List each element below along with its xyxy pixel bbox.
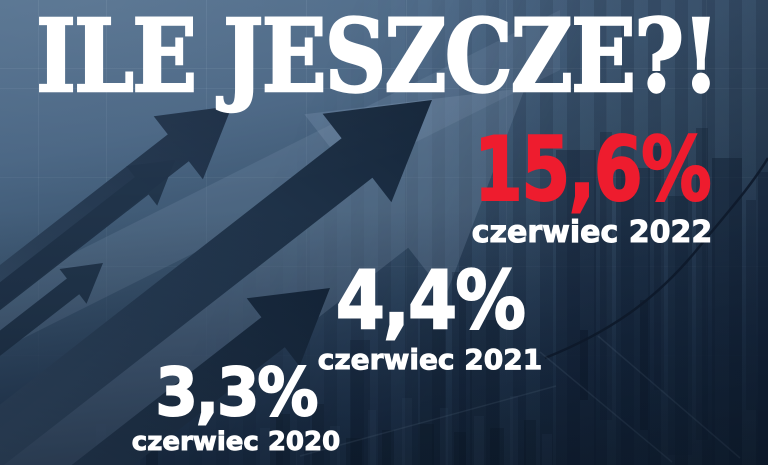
light-band <box>0 10 560 350</box>
building-bars <box>350 272 500 465</box>
stat-june-2021: 4,4% czerwiec 2021 <box>317 254 543 376</box>
stat-june-2021-label: czerwiec 2021 <box>317 343 543 376</box>
up-arrow-icon <box>0 263 103 356</box>
up-arrow-icon <box>0 160 175 311</box>
stat-june-2022-label: czerwiec 2022 <box>471 215 713 250</box>
candlestick-bars-icon <box>556 128 768 465</box>
stat-june-2020-label: czerwiec 2020 <box>131 427 341 457</box>
stat-june-2022-value: 15,6% <box>473 118 712 221</box>
up-arrow-icon <box>0 100 432 465</box>
stat-june-2021-value: 4,4% <box>335 254 527 347</box>
headline: ILE JESZCZE?! <box>35 0 721 115</box>
diagonal-lines <box>299 335 741 463</box>
stat-june-2022: 15,6% czerwiec 2022 <box>444 118 739 250</box>
stat-june-2020-value: 3,3% <box>155 354 320 431</box>
trend-curve-icon <box>544 157 768 360</box>
up-arrow-icon <box>71 288 330 465</box>
stat-june-2020: 3,3% czerwiec 2020 <box>131 354 341 457</box>
